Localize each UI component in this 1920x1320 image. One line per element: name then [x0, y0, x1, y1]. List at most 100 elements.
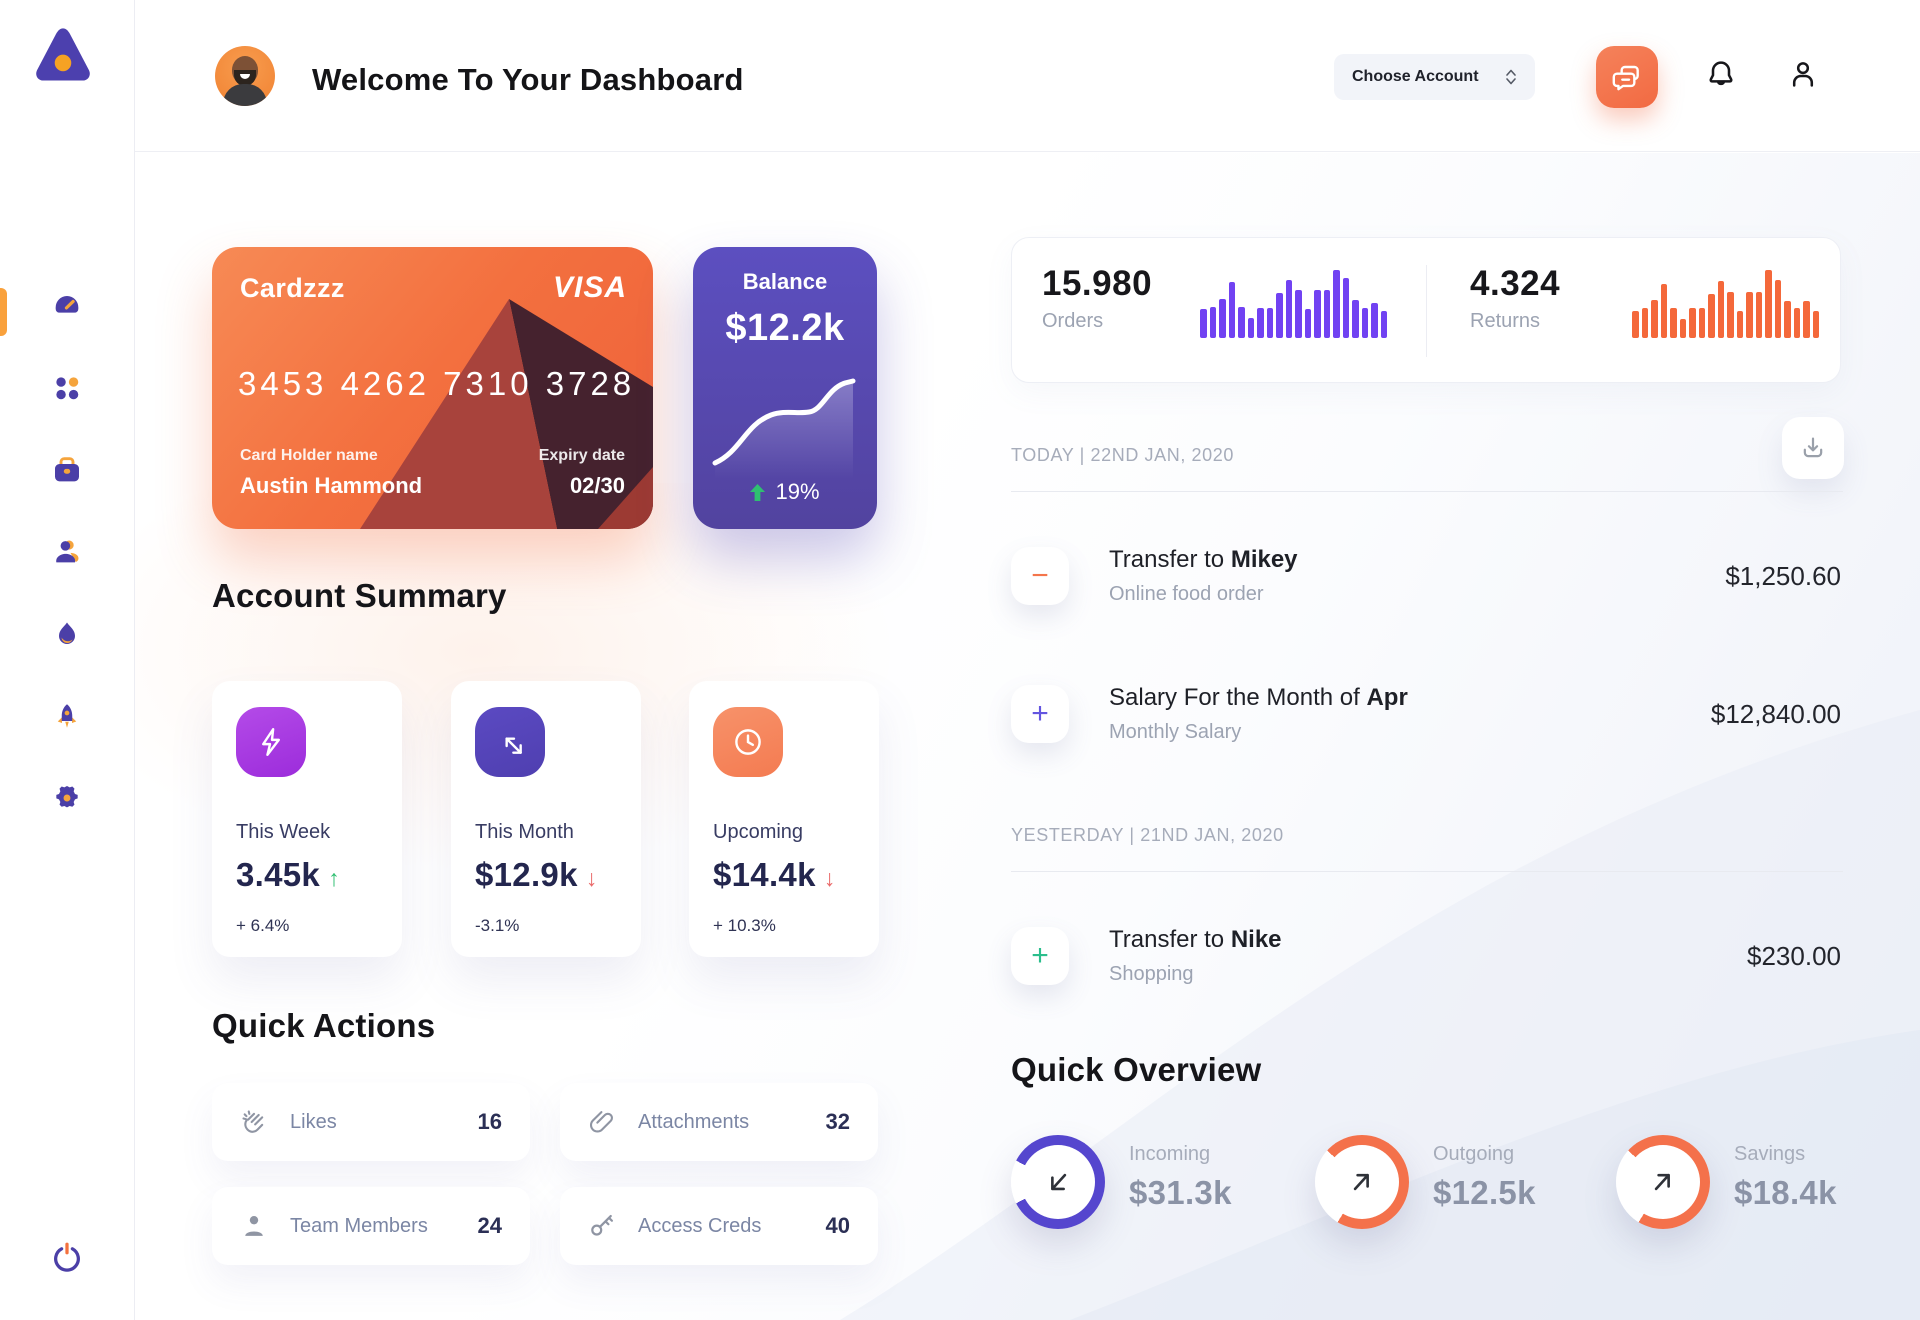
returns-label: Returns — [1470, 310, 1541, 332]
trend-down-icon: ↓ — [585, 865, 598, 891]
notifications-button[interactable] — [1703, 56, 1739, 92]
settings-gear-icon — [56, 786, 78, 808]
transaction-amount: $230.00 — [1747, 940, 1841, 971]
balance-change: 19% — [693, 479, 877, 505]
transaction-subtitle: Online food order — [1109, 583, 1264, 605]
power-icon — [54, 1242, 80, 1272]
outgoing-value: $12.5k — [1433, 1174, 1536, 1211]
quick-action-count: 24 — [477, 1213, 502, 1238]
returns-value: 4.324 — [1470, 264, 1561, 303]
orders-returns-card: 15.980 Orders 4.324 Returns — [1011, 237, 1841, 383]
transaction-row-salary[interactable]: + Salary For the Month of Apr Monthly Sa… — [1011, 681, 1841, 747]
summary-value: 3.45k — [236, 856, 321, 893]
lightning-icon — [236, 707, 306, 777]
orders-bar-chart — [1200, 270, 1387, 338]
person-icon — [245, 1215, 263, 1236]
balance-value: $12.2k — [725, 307, 845, 349]
messages-button[interactable] — [1596, 46, 1658, 108]
summary-value: $12.9k — [475, 856, 578, 893]
quick-action-count: 32 — [825, 1109, 850, 1134]
quick-action-likes[interactable]: Likes 16 — [212, 1083, 530, 1161]
outgoing-label: Outgoing — [1433, 1143, 1515, 1165]
card-triangle-art — [360, 299, 653, 529]
paperclip-icon — [590, 1111, 613, 1133]
profile-button[interactable] — [1785, 56, 1821, 92]
choose-account-dropdown[interactable]: Choose Account — [1334, 54, 1535, 100]
summary-delta: -3.1% — [475, 916, 520, 935]
credit-plus-icon: + — [1011, 927, 1069, 985]
quick-action-label: Access Creds — [638, 1214, 762, 1237]
divider — [1011, 871, 1843, 872]
savings-info: Savings $18.4k — [1734, 1143, 1837, 1212]
page-title: Welcome To Your Dashboard — [312, 62, 744, 97]
summary-delta: + 6.4% — [236, 916, 290, 935]
app-logo[interactable] — [27, 14, 99, 96]
flame-icon — [59, 622, 75, 644]
quick-actions-title: Quick Actions — [212, 1007, 436, 1044]
savings-label: Savings — [1734, 1143, 1806, 1165]
summary-value: $14.4k — [713, 856, 816, 893]
summary-label: This Week — [236, 821, 331, 843]
account-summary-title: Account Summary — [212, 577, 507, 614]
quick-action-count: 16 — [477, 1109, 502, 1134]
active-nav-indicator — [0, 288, 7, 336]
team-icon — [56, 540, 79, 563]
clock-icon — [713, 707, 783, 777]
quick-action-label: Attachments — [638, 1110, 750, 1133]
briefcase-icon — [55, 457, 79, 482]
credit-card: Cardzzz VISA 3453 4262 7310 3728 Card Ho… — [212, 247, 653, 529]
quick-action-label: Team Members — [290, 1214, 428, 1237]
returns-bar-chart — [1632, 270, 1819, 338]
down-left-arrow-icon — [1051, 1173, 1067, 1191]
sidebar-item-apps[interactable] — [49, 370, 85, 406]
transaction-amount: $1,250.60 — [1725, 560, 1841, 591]
divider — [1011, 491, 1843, 492]
sidebar-item-launch[interactable] — [49, 698, 85, 734]
card-expiry-label: Expiry date — [538, 447, 625, 464]
sidebar-item-team[interactable] — [49, 534, 85, 570]
sidebar-item-dashboard[interactable] — [49, 288, 85, 324]
savings-ring — [1616, 1135, 1710, 1229]
rocket-icon — [57, 704, 77, 728]
main-content: Cardzzz VISA 3453 4262 7310 3728 Card Ho… — [135, 153, 1920, 1320]
summary-card-month: This Month $12.9k ↓ -3.1% — [451, 681, 641, 957]
transaction-row-mikey[interactable]: − Transfer to Mikey Online food order $1… — [1011, 543, 1841, 609]
card-holder-name: Austin Hammond — [240, 473, 423, 498]
chat-bubbles-icon — [1612, 65, 1639, 91]
quick-action-attachments[interactable]: Attachments 32 — [560, 1083, 878, 1161]
sidebar-item-portfolio[interactable] — [49, 452, 85, 488]
date-group-today: TODAY | 22ND JAN, 2020 — [1011, 445, 1234, 465]
credit-plus-icon: + — [1011, 685, 1069, 743]
logout-power-button[interactable] — [47, 1238, 87, 1278]
summary-card-upcoming: Upcoming $14.4k ↓ + 10.3% — [689, 681, 879, 957]
incoming-info: Incoming $31.3k — [1129, 1143, 1232, 1212]
card-holder-label: Card Holder name — [240, 447, 378, 464]
download-icon — [1803, 437, 1823, 458]
chevron-up-down-icon — [1505, 69, 1516, 85]
quick-action-team-members[interactable]: Team Members 24 — [212, 1187, 530, 1265]
trend-down-icon: ↓ — [823, 865, 836, 891]
balance-card: Balance $12.2k 19% — [693, 247, 877, 529]
incoming-value: $31.3k — [1129, 1174, 1232, 1211]
dashboard-gauge-icon — [55, 296, 79, 313]
stat-divider — [1426, 265, 1427, 357]
sidebar-item-settings[interactable] — [49, 780, 85, 816]
incoming-ring — [1011, 1135, 1105, 1229]
user-icon — [1792, 62, 1814, 87]
visa-logo: VISA — [552, 271, 627, 304]
choose-account-label: Choose Account — [1352, 68, 1479, 85]
sidebar-item-activity[interactable] — [49, 616, 85, 652]
returns-stat: 4.324 Returns — [1470, 264, 1560, 333]
quick-action-access-creds[interactable]: Access Creds 40 — [560, 1187, 878, 1265]
transaction-amount: $12,840.00 — [1710, 698, 1841, 729]
quick-action-label: Likes — [290, 1110, 337, 1133]
orders-value: 15.980 — [1042, 264, 1153, 303]
transaction-row-nike[interactable]: + Transfer to Nike Shopping $230.00 — [1011, 923, 1841, 989]
balance-change-value: 19% — [775, 479, 820, 504]
transaction-title: Transfer to Mikey — [1109, 546, 1298, 573]
download-statement-button[interactable] — [1782, 417, 1844, 479]
up-arrow-icon — [750, 483, 766, 501]
avatar — [215, 46, 275, 106]
key-icon — [591, 1214, 614, 1236]
incoming-label: Incoming — [1129, 1143, 1211, 1165]
